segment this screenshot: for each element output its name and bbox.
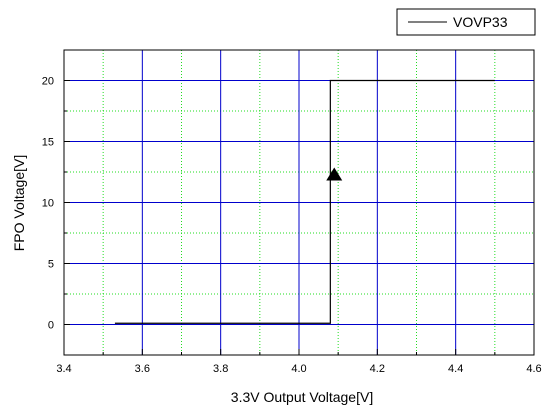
x-tick-labels: 3.4 3.6 3.8 4.0 4.2 4.4 4.6	[56, 363, 541, 375]
x-tick-label: 3.4	[56, 363, 71, 375]
x-tick-label: 4.0	[291, 363, 306, 375]
x-tick-label: 3.6	[135, 363, 150, 375]
y-tick-label: 15	[42, 137, 54, 149]
y-axis-title: FPO Voltage[V]	[11, 155, 27, 252]
annotations	[326, 167, 343, 181]
x-tick-label: 4.6	[526, 363, 541, 375]
y-tick-label: 5	[48, 259, 54, 271]
axis-ticks	[63, 49, 535, 356]
legend-label-vovp33: VOVP33	[453, 14, 508, 30]
y-tick-label: 10	[42, 198, 54, 210]
series-line-vovp33	[114, 79, 495, 324]
arrow-up-icon	[326, 167, 343, 181]
y-tick-label: 20	[42, 76, 54, 88]
series-lines	[114, 79, 495, 324]
x-tick-label: 4.4	[448, 363, 463, 375]
x-tick-label: 4.2	[370, 363, 385, 375]
major-grid	[64, 50, 534, 355]
y-tick-label: 0	[48, 320, 54, 332]
legend: VOVP33	[396, 8, 536, 36]
y-tick-labels: 0 5 10 15 20	[42, 76, 54, 332]
x-axis-title: 3.3V Output Voltage[V]	[231, 389, 373, 405]
x-tick-label: 3.8	[213, 363, 228, 375]
